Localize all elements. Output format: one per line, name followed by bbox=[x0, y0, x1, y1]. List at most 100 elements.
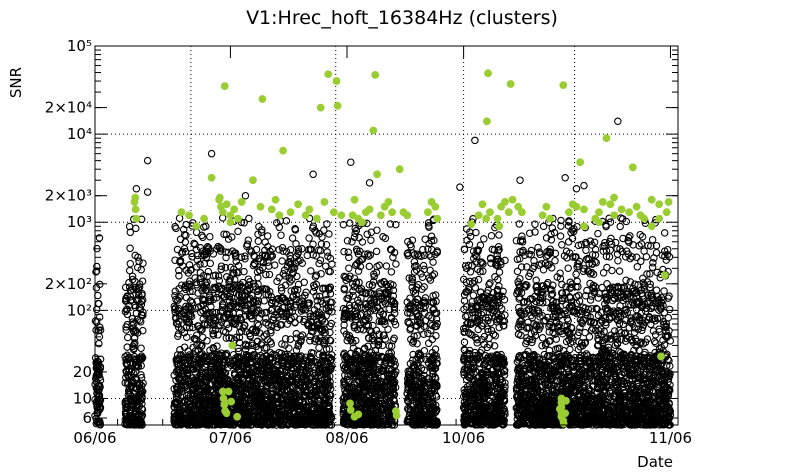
cluster-point bbox=[188, 298, 196, 307]
cluster-point bbox=[122, 306, 131, 314]
cluster-point bbox=[460, 338, 469, 347]
cluster-point bbox=[137, 265, 145, 274]
cluster-point bbox=[217, 265, 225, 274]
x-axis-label: Date bbox=[637, 453, 673, 471]
cluster-point bbox=[267, 340, 276, 348]
cluster-point bbox=[209, 326, 217, 335]
cluster-point bbox=[387, 268, 396, 276]
cluster-point bbox=[384, 325, 392, 333]
cluster-point bbox=[135, 280, 144, 288]
cluster-point bbox=[198, 231, 206, 240]
cluster-point bbox=[173, 391, 181, 399]
cluster-point bbox=[180, 230, 189, 239]
cluster-point bbox=[300, 278, 308, 287]
cluster-point bbox=[202, 247, 211, 256]
cluster-point bbox=[92, 283, 101, 292]
cluster-point bbox=[123, 343, 131, 351]
cluster-point bbox=[196, 373, 205, 382]
cluster-point bbox=[94, 291, 102, 300]
cluster-point bbox=[179, 369, 187, 377]
cluster-point bbox=[343, 236, 352, 245]
cluster-point bbox=[381, 335, 390, 343]
cluster-point bbox=[174, 306, 182, 315]
cluster-point bbox=[241, 252, 249, 260]
chart-title: V1:Hrec_hoft_16384Hz (clusters) bbox=[246, 7, 558, 29]
cluster-point bbox=[315, 292, 324, 301]
cluster-point bbox=[177, 325, 186, 334]
cluster-point bbox=[428, 335, 437, 344]
cluster-point bbox=[122, 368, 131, 376]
cluster-point bbox=[184, 347, 192, 355]
cluster-point bbox=[138, 289, 146, 298]
cluster-point bbox=[202, 356, 211, 364]
cluster-point bbox=[174, 383, 182, 392]
cluster-point bbox=[279, 247, 287, 255]
cluster-point bbox=[307, 396, 315, 404]
cluster-point bbox=[372, 247, 381, 256]
cluster-point bbox=[202, 222, 210, 231]
cluster-point bbox=[126, 297, 135, 305]
cluster-point bbox=[175, 266, 183, 275]
cluster-point bbox=[419, 261, 428, 270]
cluster-point bbox=[126, 244, 134, 253]
cluster-point bbox=[265, 270, 274, 279]
cluster-point bbox=[92, 419, 101, 428]
cluster-point bbox=[382, 262, 391, 270]
cluster-point bbox=[244, 236, 253, 244]
cluster-point bbox=[407, 243, 415, 251]
cluster-point bbox=[213, 342, 221, 350]
cluster-point bbox=[211, 313, 219, 322]
cluster-point bbox=[129, 285, 137, 294]
cluster-point bbox=[176, 257, 185, 265]
cluster-point bbox=[320, 226, 328, 234]
cluster-point bbox=[193, 281, 201, 289]
cluster-point bbox=[131, 301, 139, 310]
cluster-point bbox=[171, 412, 179, 421]
cluster-point bbox=[392, 260, 400, 268]
cluster-point bbox=[124, 417, 133, 425]
cluster-point bbox=[122, 356, 130, 364]
cluster-point bbox=[286, 335, 295, 344]
cluster-point bbox=[130, 334, 139, 343]
cluster-point bbox=[191, 347, 200, 355]
cluster-point bbox=[96, 383, 104, 391]
cluster-point bbox=[93, 262, 101, 271]
cluster-point bbox=[234, 227, 242, 236]
cluster-point bbox=[495, 231, 503, 239]
cluster-point bbox=[172, 319, 181, 328]
cluster-point bbox=[305, 234, 313, 242]
cluster-point bbox=[196, 244, 205, 252]
cluster-point bbox=[174, 296, 182, 304]
cluster-point bbox=[365, 262, 374, 271]
cluster-point bbox=[135, 257, 143, 266]
cluster-point bbox=[170, 302, 179, 311]
cluster-point bbox=[123, 379, 132, 388]
cluster-point bbox=[209, 329, 217, 338]
cluster-point bbox=[181, 359, 190, 367]
cluster-point bbox=[184, 404, 192, 412]
cluster-point bbox=[182, 293, 191, 302]
cluster-point bbox=[183, 371, 191, 379]
cluster-point bbox=[345, 264, 353, 272]
cluster-point bbox=[187, 305, 195, 314]
cluster-point bbox=[206, 247, 214, 255]
cluster-point bbox=[277, 231, 285, 239]
cluster-point bbox=[194, 383, 202, 391]
cluster-point bbox=[355, 233, 363, 242]
cluster-point bbox=[307, 267, 315, 275]
cluster-point bbox=[323, 248, 331, 256]
cluster-point bbox=[197, 351, 205, 359]
cluster-point bbox=[135, 402, 144, 410]
cluster-point bbox=[122, 397, 131, 405]
cluster-point bbox=[180, 283, 189, 292]
cluster-point bbox=[132, 224, 140, 233]
cluster-point bbox=[175, 311, 184, 320]
cluster-point bbox=[135, 390, 144, 399]
cluster-point bbox=[139, 259, 147, 267]
cluster-point bbox=[95, 299, 103, 308]
cluster-point bbox=[197, 404, 206, 413]
cluster-point bbox=[424, 339, 433, 348]
cluster-point bbox=[198, 251, 206, 260]
cluster-point bbox=[127, 406, 135, 414]
